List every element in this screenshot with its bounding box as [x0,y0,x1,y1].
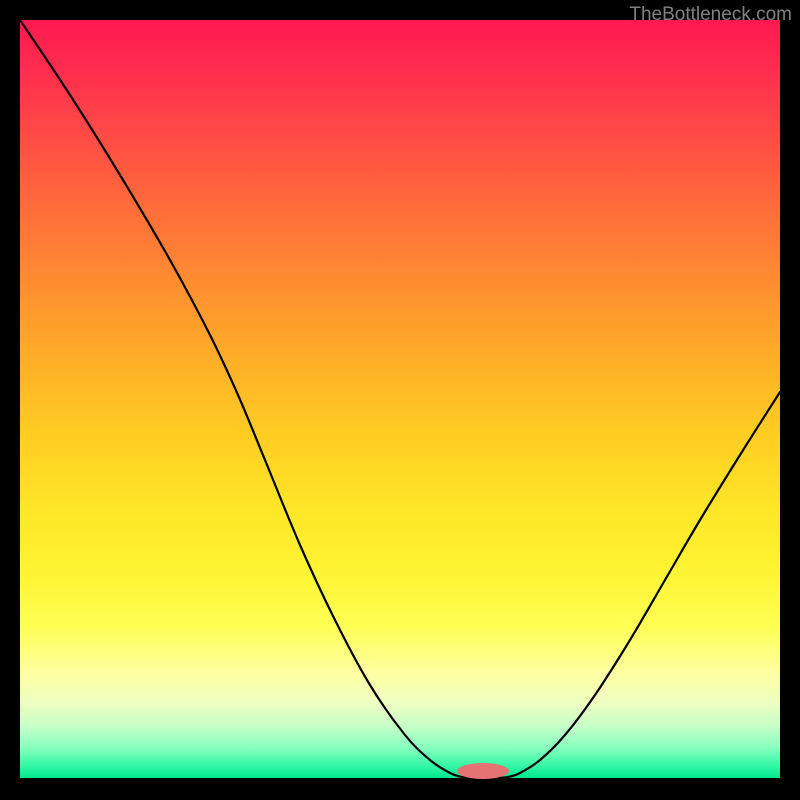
gradient-background [20,20,780,778]
border-left [0,0,20,800]
border-right [780,0,800,800]
bottleneck-curve-chart [0,0,800,800]
chart-container: TheBottleneck.com [0,0,800,800]
optimal-marker [457,763,509,779]
border-bottom [0,778,800,800]
watermark-text: TheBottleneck.com [629,4,792,26]
